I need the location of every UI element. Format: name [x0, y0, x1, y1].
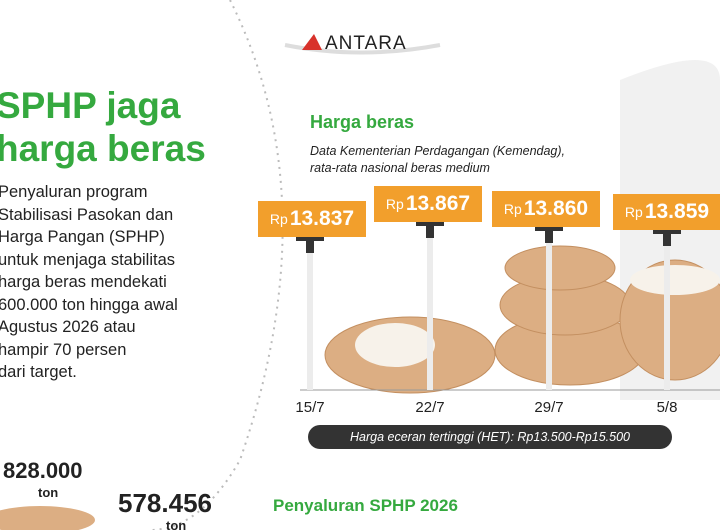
- realized-unit: ton: [166, 518, 187, 530]
- price-prefix: Rp: [624, 204, 643, 220]
- description-line: hampir 70 persen: [0, 340, 127, 359]
- description-line: dari target.: [0, 363, 77, 381]
- logo: ANTARA: [325, 33, 407, 54]
- price-value: 13.859: [644, 200, 710, 223]
- description-line: harga beras mendekati: [0, 273, 167, 291]
- description-line: Harga Pangan (SPHP): [0, 228, 165, 246]
- chart-title: Harga beras: [310, 112, 415, 132]
- price-box: Rp 13.837: [258, 201, 366, 237]
- het-note: Harga eceran tertinggi (HET): Rp13.500-R…: [349, 430, 630, 444]
- subtitle-line: rata-rata nasional beras medium: [310, 161, 490, 175]
- target-value: 828.000: [3, 458, 83, 483]
- price-prefix: Rp: [385, 196, 404, 212]
- price-box: Rp 13.859: [613, 194, 720, 230]
- description-line: Stabilisasi Pasokan dan: [0, 205, 174, 224]
- subtitle-line: Data Kementerian Perdagangan (Kemendag),: [310, 144, 566, 158]
- description-line: Penyaluran program: [0, 183, 148, 201]
- title-line: harga beras: [0, 128, 206, 169]
- section-title: Penyaluran SPHP 2026: [273, 496, 458, 515]
- description-line: Agustus 2026 atau: [0, 318, 136, 336]
- title-line: SPHP jaga: [0, 85, 181, 126]
- price-value: 13.867: [405, 192, 471, 215]
- description: Penyaluran program Stabilisasi Pasokan da…: [0, 181, 178, 384]
- price-prefix: Rp: [503, 201, 522, 217]
- date-label: 5/8: [656, 399, 678, 416]
- price-value: 13.837: [289, 207, 355, 230]
- target-unit: ton: [38, 485, 59, 500]
- description-line: untuk menjaga stabilitas: [0, 250, 176, 269]
- price-value: 13.860: [523, 197, 589, 220]
- chart-subtitle: Data Kementerian Perdagangan (Kemendag),…: [310, 143, 565, 177]
- date-label: 15/7: [295, 399, 325, 416]
- date-label: 22/7: [415, 399, 445, 416]
- price-prefix: Rp: [269, 211, 288, 227]
- realized-value: 578.456: [118, 488, 212, 518]
- price-box: Rp 13.867: [374, 186, 482, 222]
- date-label: 29/7: [534, 399, 564, 416]
- price-box: Rp 13.860: [492, 191, 600, 227]
- description-line: 600.000 ton hingga awal: [0, 295, 178, 314]
